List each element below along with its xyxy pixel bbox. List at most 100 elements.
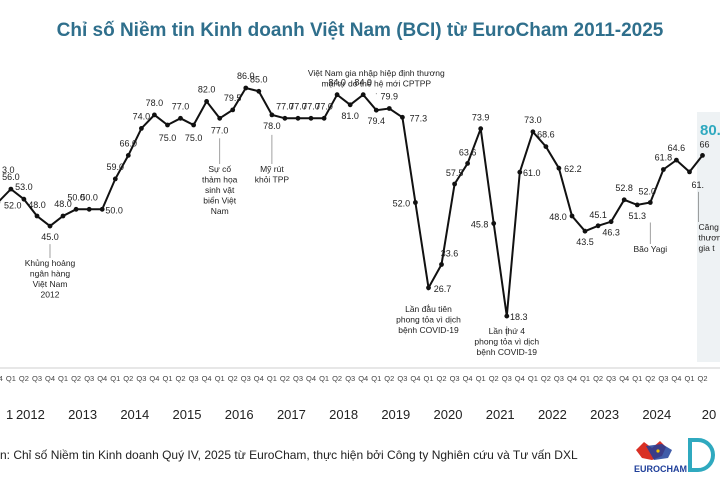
data-point: [112, 176, 118, 182]
data-label: 52.0: [4, 201, 22, 211]
quarter-tick-label: Q2: [541, 374, 551, 383]
data-point: [73, 206, 79, 212]
data-label: 84.0: [354, 78, 372, 88]
chart-title: Chỉ số Niềm tin Kinh doanh Việt Nam (BCI…: [56, 20, 664, 41]
year-tick-label: 2015: [173, 407, 202, 422]
quarter-tick-label: Q4: [0, 374, 3, 383]
quarter-tick-label: Q4: [463, 374, 473, 383]
data-point: [204, 99, 210, 104]
quarter-tick-label: Q2: [645, 374, 655, 383]
data-point: [582, 228, 588, 234]
event-annotation: 2012: [41, 290, 60, 300]
event-annotation: thảm họa: [202, 175, 238, 185]
data-label: 79.4: [368, 116, 386, 126]
latest-value-callout: 80.: [700, 122, 720, 139]
event-annotation: Mỹ rút: [260, 164, 284, 174]
data-point: [152, 112, 157, 118]
data-label: 75.0: [159, 133, 177, 143]
data-label: 26.7: [434, 284, 452, 294]
event-annotation: Lần thứ 4: [489, 326, 526, 336]
data-label: 50.0: [105, 205, 123, 215]
year-tick-label: 2024: [642, 407, 671, 422]
quarter-tick-label: Q4: [306, 374, 316, 383]
quarter-tick-label: Q4: [410, 374, 420, 383]
data-label: 45.1: [589, 210, 607, 220]
quarter-tick-label: Q2: [280, 374, 290, 383]
quarter-tick-label: Q3: [241, 374, 251, 383]
data-label: 84.0: [328, 78, 346, 88]
data-point: [491, 221, 497, 226]
quarter-tick-label: Q2: [123, 374, 133, 383]
data-label: 68.6: [537, 130, 555, 140]
event-annotation: bệnh COVID-19: [398, 325, 459, 335]
quarter-tick-label: Q3: [502, 374, 512, 383]
quarter-tick-label: Q4: [671, 374, 681, 383]
quarter-tick-label: Q2: [489, 374, 499, 383]
data-label: 77.3: [410, 113, 428, 123]
logo-text: EUROCHAM: [634, 464, 687, 474]
quarter-tick-label: Q1: [684, 374, 694, 383]
quarter-tick-label: Q1: [58, 374, 68, 383]
event-annotation: gia t: [699, 243, 716, 253]
data-point: [47, 223, 53, 229]
event-annotation: Việt Nam gia nhập hiệp định thương: [308, 68, 445, 78]
quarter-tick-label: Q4: [202, 374, 212, 383]
quarter-tick-label: Q1: [580, 374, 590, 383]
data-label: 77.0: [315, 101, 333, 111]
data-point: [413, 200, 418, 205]
data-label: 50.0: [67, 192, 85, 202]
quarter-tick-label: Q3: [345, 374, 355, 383]
quarter-tick-label: Q2: [19, 374, 29, 383]
event-annotation: Sự cố: [208, 164, 231, 174]
quarter-tick-label: Q4: [45, 374, 55, 383]
data-label: 59.0: [107, 162, 125, 172]
year-tick-label: 2022: [538, 407, 567, 422]
data-point: [308, 115, 314, 121]
event-annotation: Lần đầu tiên: [405, 304, 452, 314]
data-label: 63.6: [459, 147, 477, 157]
quarter-tick-label: Q3: [450, 374, 460, 383]
quarter-tick-label: Q3: [554, 374, 564, 383]
data-label: 61.: [692, 180, 705, 190]
data-label: 52.0: [393, 199, 411, 209]
quarter-tick-label: Q4: [97, 374, 107, 383]
data-label: 52.8: [615, 183, 633, 193]
data-point: [426, 285, 431, 291]
data-point: [282, 115, 288, 121]
event-annotation: Bão Yagi: [633, 244, 667, 254]
data-label: 50.0: [80, 192, 98, 202]
data-point: [465, 161, 470, 166]
data-point: [8, 186, 14, 192]
data-label: 43.5: [576, 237, 594, 247]
quarter-tick-label: Q3: [84, 374, 94, 383]
source-note: n: Chỉ số Niềm tin Kinh doanh Quý IV, 20…: [0, 448, 578, 462]
data-point: [674, 157, 679, 163]
data-label: 48.0: [54, 199, 72, 209]
data-label: 79.9: [381, 92, 399, 102]
bci-series-line: [0, 86, 704, 317]
data-point: [125, 153, 131, 158]
data-label: 45.0: [41, 232, 59, 242]
data-point: [400, 114, 405, 120]
data-point: [139, 125, 144, 131]
data-point: [191, 122, 197, 128]
quarter-tick-label: Q2: [228, 374, 238, 383]
year-tick-label: 2012: [16, 407, 45, 422]
quarter-tick-label: Q3: [136, 374, 146, 383]
data-label: 66: [700, 139, 710, 149]
quarter-tick-label: Q2: [384, 374, 394, 383]
data-point: [647, 200, 653, 205]
data-point: [243, 85, 249, 91]
event-annotation: Khủng hoảng: [25, 258, 76, 268]
data-point: [595, 223, 601, 229]
event-annotation: biển Việt: [203, 196, 237, 206]
data-point: [86, 206, 92, 212]
event-annotation: Nam: [211, 206, 229, 216]
event-annotation: bệnh COVID-19: [477, 347, 538, 357]
quarter-tick-label: Q1: [423, 374, 433, 383]
year-tick-label: 2020: [434, 407, 463, 422]
quarter-tick-label: Q1: [6, 374, 16, 383]
quarter-tick-label: Q2: [175, 374, 185, 383]
quarter-tick-label: Q3: [189, 374, 199, 383]
